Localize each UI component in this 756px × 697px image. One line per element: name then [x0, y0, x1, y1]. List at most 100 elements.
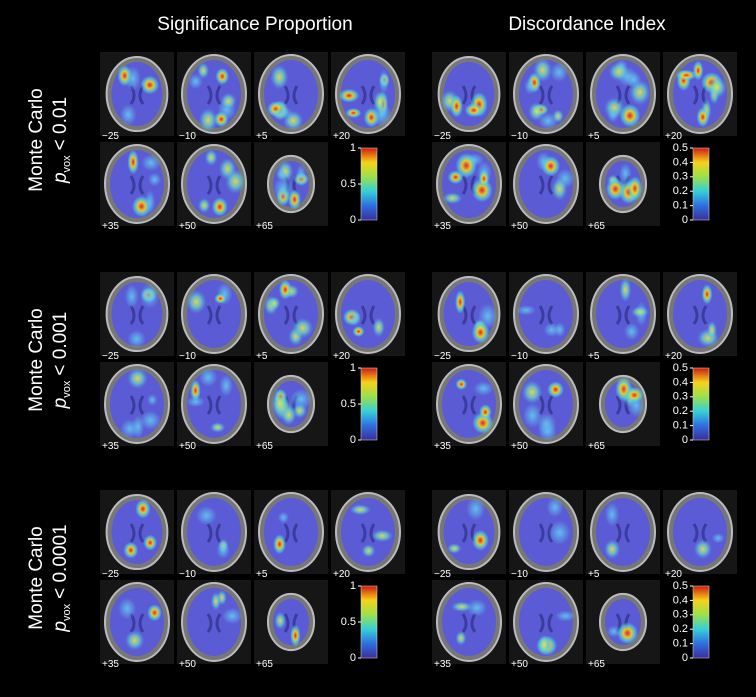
- colorbar-tick-label: 0.3: [673, 391, 688, 403]
- activation: [125, 65, 141, 91]
- brain-slice: +65: [586, 580, 660, 670]
- brain-slice: +50: [177, 142, 251, 232]
- colorbar-tick-label: 0.4: [673, 376, 688, 388]
- activation: [455, 630, 467, 646]
- activation: [627, 176, 643, 201]
- brain: [264, 498, 318, 566]
- activation: [338, 88, 360, 103]
- activation: [120, 104, 137, 126]
- activation: [538, 421, 557, 441]
- slice-label: −10: [179, 131, 196, 142]
- activation: [373, 90, 387, 113]
- activation: [541, 155, 561, 177]
- slice-label: +65: [256, 659, 273, 670]
- activation: [290, 624, 301, 647]
- row-label: Monte Carlo: [26, 88, 47, 192]
- colorbar-tick-label: 0: [350, 652, 356, 664]
- activation: [451, 601, 473, 612]
- colorbar: [360, 367, 378, 441]
- ventricles: [129, 175, 145, 195]
- colorbar-tick-label: 0.2: [673, 405, 688, 417]
- activation: [271, 391, 289, 416]
- activation: [361, 544, 376, 558]
- slice-label: +5: [256, 569, 268, 580]
- ventricles: [206, 613, 222, 633]
- ventricles: [129, 523, 145, 543]
- activation: [198, 108, 218, 133]
- slice-label: +20: [665, 351, 682, 362]
- ventricles: [538, 305, 554, 325]
- brain-slice: +35: [100, 142, 174, 232]
- activation: [528, 101, 545, 122]
- brain-slice: +65: [254, 580, 328, 670]
- slice-label: +35: [102, 221, 119, 232]
- colorbar: [692, 367, 710, 441]
- p-symbol: p: [50, 398, 71, 410]
- activation: [619, 104, 641, 128]
- brain-slice: +5: [254, 490, 328, 580]
- brain-slice: +65: [586, 142, 660, 232]
- activation: [550, 62, 569, 82]
- activation: [352, 326, 365, 337]
- colorbar-tick-label: 0.2: [673, 185, 688, 197]
- activation: [345, 108, 362, 119]
- activation: [278, 279, 292, 300]
- activation: [604, 539, 621, 559]
- brain-slice: +50: [509, 142, 583, 232]
- brain-slice: +5: [254, 52, 328, 142]
- ventricles: [461, 395, 477, 415]
- slice-label: +20: [665, 131, 682, 142]
- activation: [215, 67, 230, 85]
- brain-slice: +35: [432, 142, 506, 232]
- colorbar-tick-label: 0.5: [341, 616, 356, 628]
- ventricles: [206, 305, 222, 325]
- colorbar-tick-label: 0.4: [673, 594, 688, 606]
- brain: [341, 498, 395, 566]
- brain-slice: +35: [100, 362, 174, 452]
- colorbar: [692, 147, 710, 221]
- slice-label: +50: [179, 441, 196, 452]
- ventricles: [360, 305, 376, 325]
- activation: [706, 320, 717, 340]
- colorbar-tick-label: 0.3: [673, 171, 688, 183]
- brain-slice: −10: [509, 490, 583, 580]
- brain-slice: +35: [432, 362, 506, 452]
- activation: [196, 506, 217, 526]
- activation: [225, 169, 246, 194]
- activation: [455, 152, 477, 179]
- activation: [555, 610, 576, 622]
- activation: [533, 58, 553, 83]
- activation: [617, 622, 639, 645]
- slice-label: −25: [434, 569, 451, 580]
- activation: [270, 64, 289, 90]
- p-symbol: p: [50, 172, 71, 184]
- colorbar-tick-label: 0.1: [673, 638, 688, 650]
- ventricles: [283, 523, 299, 543]
- activation: [555, 168, 575, 189]
- activation: [466, 599, 488, 617]
- activation: [204, 149, 218, 166]
- row-threshold: pvox < 0.001: [50, 312, 73, 410]
- ventricles: [206, 523, 222, 543]
- slice-label: −25: [434, 351, 451, 362]
- colorbar-tick-label: 0.5: [341, 398, 356, 410]
- activation: [478, 169, 490, 188]
- row-label: Monte Carlo: [26, 308, 47, 412]
- p-subscript: vox: [61, 603, 73, 621]
- activation: [141, 154, 161, 172]
- slice-label: −10: [511, 351, 528, 362]
- colorbar: [360, 147, 378, 221]
- slice-label: +35: [434, 659, 451, 670]
- brain-slice: +65: [254, 142, 328, 232]
- activation: [604, 502, 620, 527]
- activation: [608, 62, 629, 82]
- brain: [187, 498, 241, 566]
- activation: [675, 69, 697, 81]
- slice-label: +5: [588, 351, 600, 362]
- slice-label: −10: [179, 351, 196, 362]
- p-subscript: vox: [61, 155, 73, 173]
- slice-label: +20: [665, 569, 682, 580]
- activation: [447, 170, 464, 185]
- activation: [696, 107, 710, 128]
- activation: [186, 396, 205, 408]
